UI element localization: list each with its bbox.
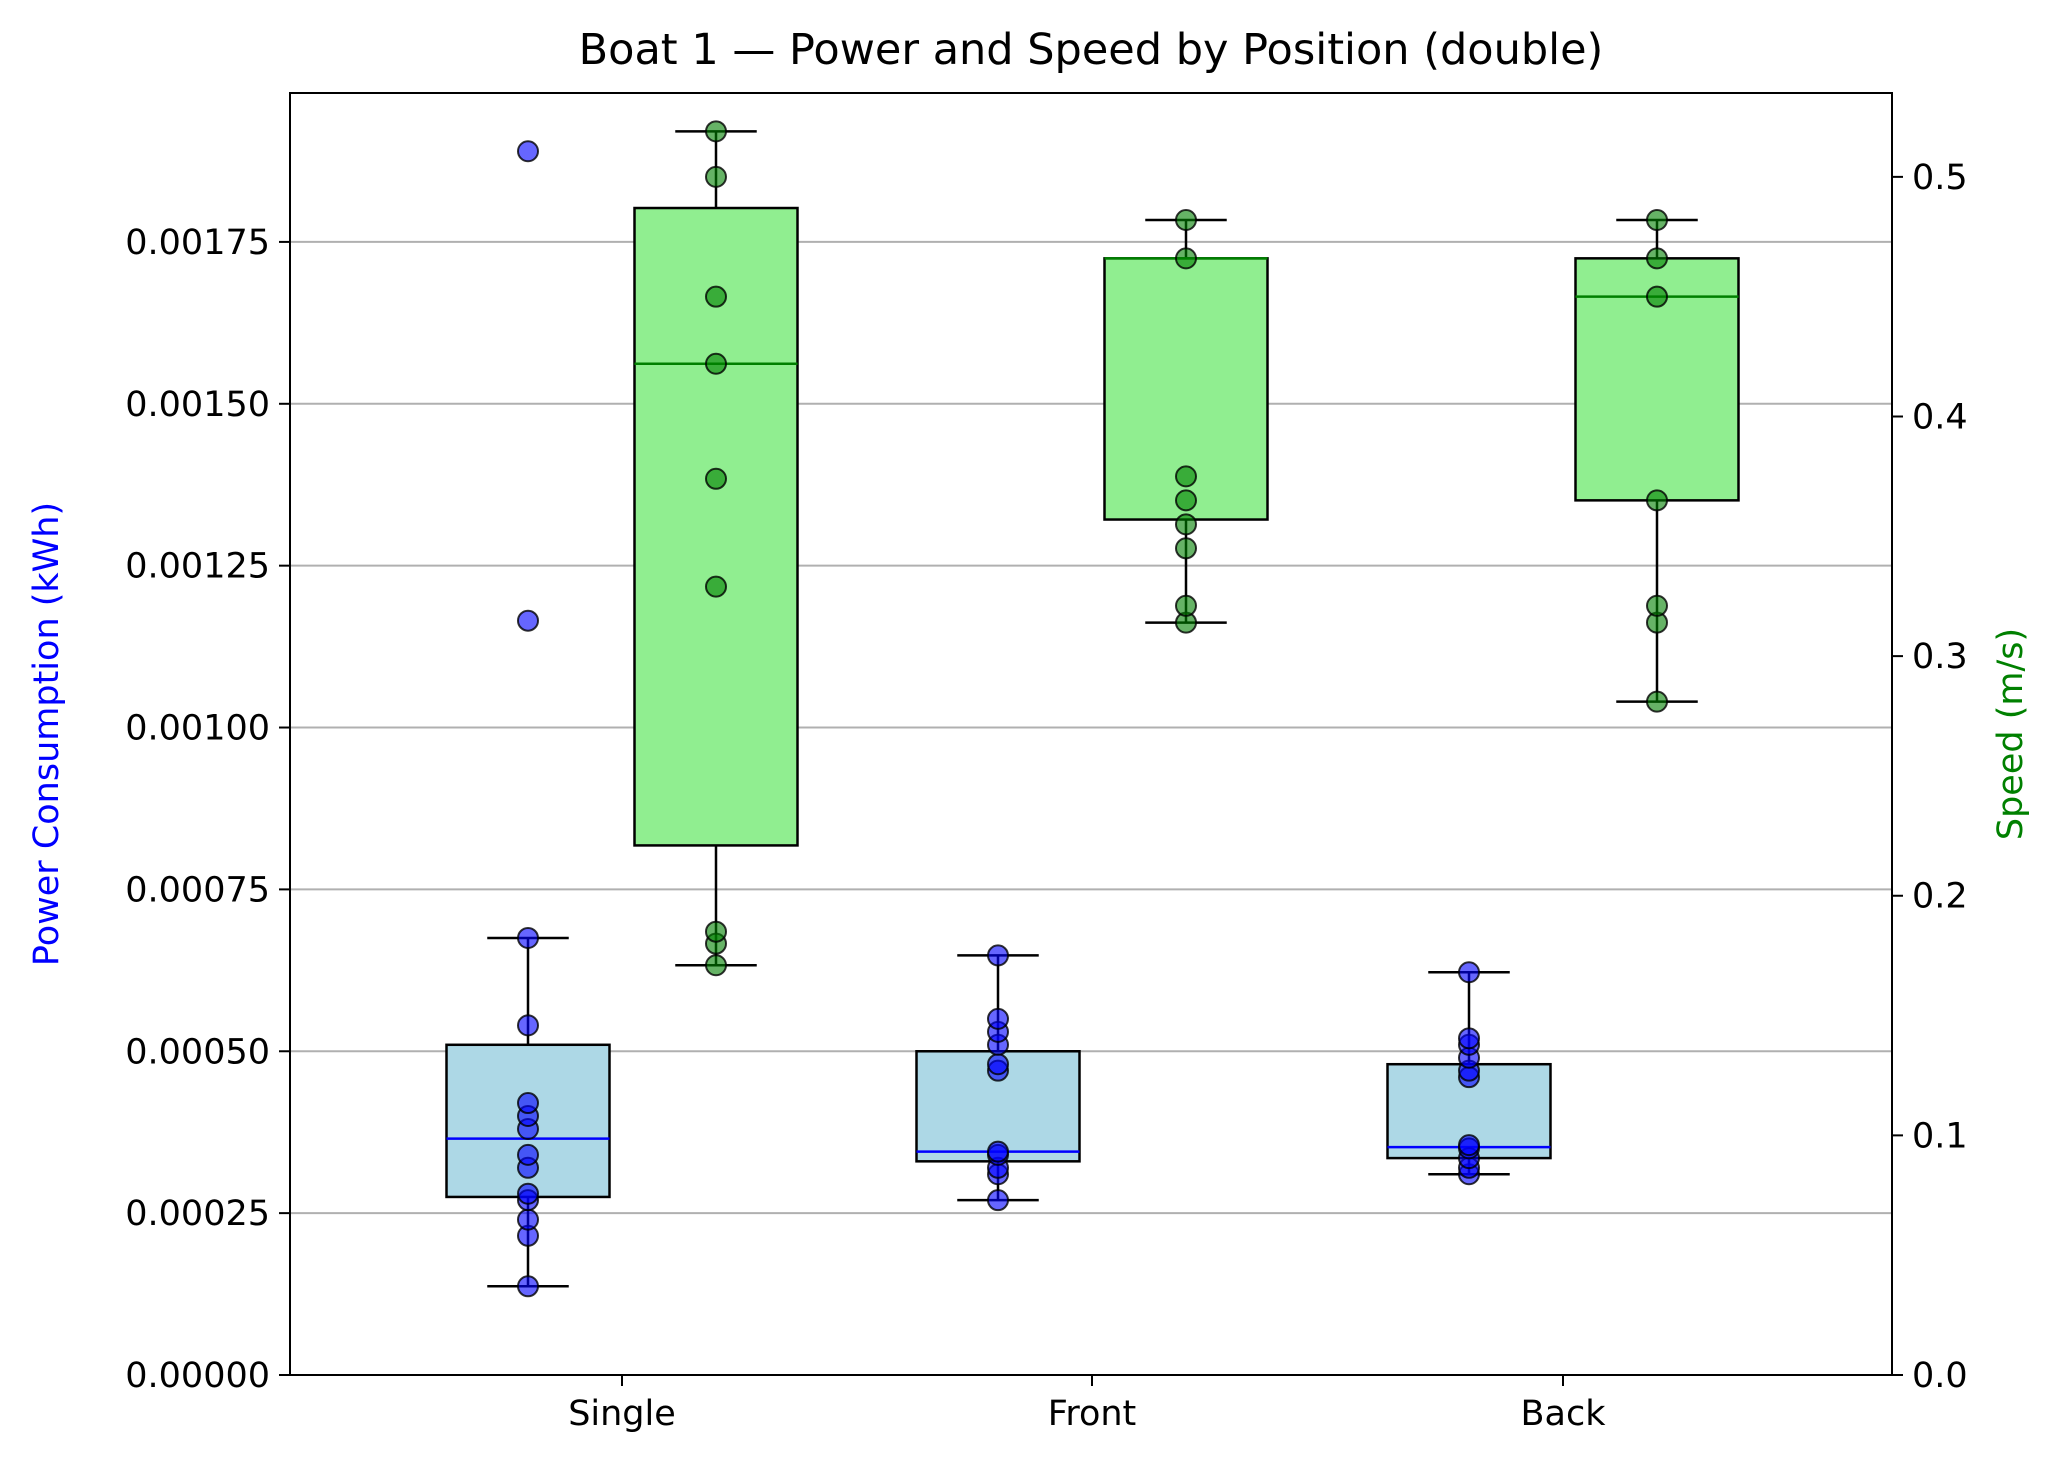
speed-point [705, 467, 727, 490]
power-point [987, 1007, 1009, 1030]
power-point [517, 1275, 539, 1298]
x-tick-label: Single [568, 1394, 676, 1434]
speed-point [705, 120, 727, 143]
y-tick-label-right: 0.5 [1912, 158, 1968, 198]
y-axis-label-right: Speed (m/s) [1991, 628, 2031, 840]
y-tick-label-right: 0.3 [1912, 637, 1968, 677]
speed-point [1175, 537, 1197, 560]
speed-point [1646, 690, 1668, 713]
y-tick-label-left: 0.00150 [125, 385, 270, 425]
speed-point [1646, 594, 1668, 617]
axes: 0.00000 0.00025 0.00050 0.00075 0.00100 0.001… [125, 158, 1967, 1434]
speed-point [1646, 489, 1668, 512]
y-tick-label-right: 0.4 [1912, 397, 1968, 437]
speed-point [705, 352, 727, 375]
speed-point [705, 954, 727, 977]
speed-point [705, 285, 727, 308]
data-points [517, 120, 1668, 1298]
power-point [1458, 1027, 1480, 1050]
power-point [987, 1189, 1009, 1212]
power-point [517, 1092, 539, 1115]
chart-title: Boat 1 — Power and Speed by Position (do… [579, 25, 1604, 75]
x-tick-label: Front [1048, 1394, 1137, 1434]
power-point [1458, 1134, 1480, 1157]
speed-point [1646, 247, 1668, 270]
power-point [987, 944, 1009, 967]
speed-point [1175, 513, 1197, 536]
speed-point [705, 920, 727, 943]
power-point [517, 926, 539, 949]
x-tick-label: Back [1521, 1394, 1607, 1434]
y-tick-label-right: 0.1 [1912, 1116, 1968, 1156]
y-tick-label-left: 0.00100 [125, 709, 270, 749]
power-point [987, 1053, 1009, 1076]
y-tick-label-right: 0.0 [1912, 1356, 1968, 1396]
speed-point [1175, 247, 1197, 270]
power-point [517, 140, 539, 163]
power-point [517, 1014, 539, 1037]
power-point [517, 1182, 539, 1205]
speed-point [705, 165, 727, 188]
power-point [517, 1143, 539, 1166]
speed-point [1646, 285, 1668, 308]
power-point [1458, 961, 1480, 984]
box-plots [445, 130, 1740, 1288]
y-tick-label-right: 0.2 [1912, 877, 1968, 917]
speed-point [1646, 209, 1668, 232]
y-tick-label-left: 0.00125 [125, 547, 270, 587]
power-point [987, 1140, 1009, 1163]
y-tick-label-left: 0.00000 [125, 1356, 270, 1396]
speed-point [705, 575, 727, 598]
y-tick-label-left: 0.00075 [125, 870, 270, 910]
speed-point [1175, 489, 1197, 512]
power-point [517, 1208, 539, 1231]
speed-point [1175, 209, 1197, 232]
speed-point [1175, 594, 1197, 617]
y-tick-label-left: 0.00025 [125, 1194, 270, 1234]
y-tick-label-left: 0.00175 [125, 223, 270, 263]
y-tick-label-left: 0.00050 [125, 1032, 270, 1072]
speed-box-single [633, 206, 799, 847]
speed-point [1175, 465, 1197, 488]
y-axis-label-left: Power Consumption (kWh) [27, 502, 67, 966]
power-point [517, 609, 539, 632]
